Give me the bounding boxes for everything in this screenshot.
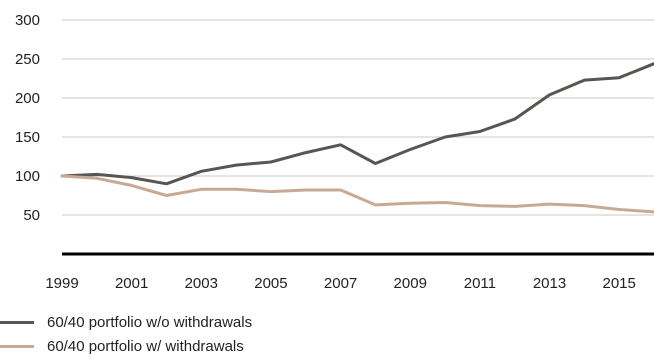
series-lines (60, 62, 654, 214)
legend-item-series-2: 60/40 portfolio w/ withdrawals (0, 334, 252, 358)
y-tick-label: 200 (15, 90, 40, 107)
legend-label-series-1: 60/40 portfolio w/o withdrawals (47, 313, 253, 331)
x-tick-label: 2009 (394, 275, 427, 292)
y-tick-label: 50 (23, 207, 40, 224)
grid-lines (62, 19, 654, 216)
legend-item-series-1: 60/40 portfolio w/o withdrawals (0, 310, 252, 334)
y-tick-label: 300 (15, 12, 40, 29)
x-tick-label: 2003 (185, 275, 218, 292)
y-tick-label: 150 (15, 129, 40, 146)
x-tick-label: 2011 (464, 275, 496, 292)
legend: 60/40 portfolio w/o withdrawals 60/40 po… (0, 310, 252, 358)
series-line-2 (60, 174, 654, 214)
x-tick-label: 2005 (254, 275, 287, 292)
x-tick-label: 1999 (45, 275, 78, 292)
y-tick-label: 100 (15, 168, 40, 185)
x-tick-label: 2007 (324, 275, 357, 292)
x-tick-label: 2013 (533, 275, 566, 292)
series-line-1 (60, 62, 654, 186)
x-tick-label: 2015 (602, 275, 635, 292)
line-chart: 50 100 150 200 250 300 1999 2001 2003 2005 2007 200… (15, 12, 654, 292)
legend-label-series-2: 60/40 portfolio w/ withdrawals (47, 337, 244, 355)
legend-swatch-series-1 (0, 320, 34, 324)
x-tick-label: 2001 (115, 275, 148, 292)
legend-swatch-series-2 (0, 344, 34, 348)
tick-labels: 50 100 150 200 250 300 1999 2001 2003 2005 2007 200… (15, 12, 636, 292)
y-tick-label: 250 (15, 51, 40, 68)
